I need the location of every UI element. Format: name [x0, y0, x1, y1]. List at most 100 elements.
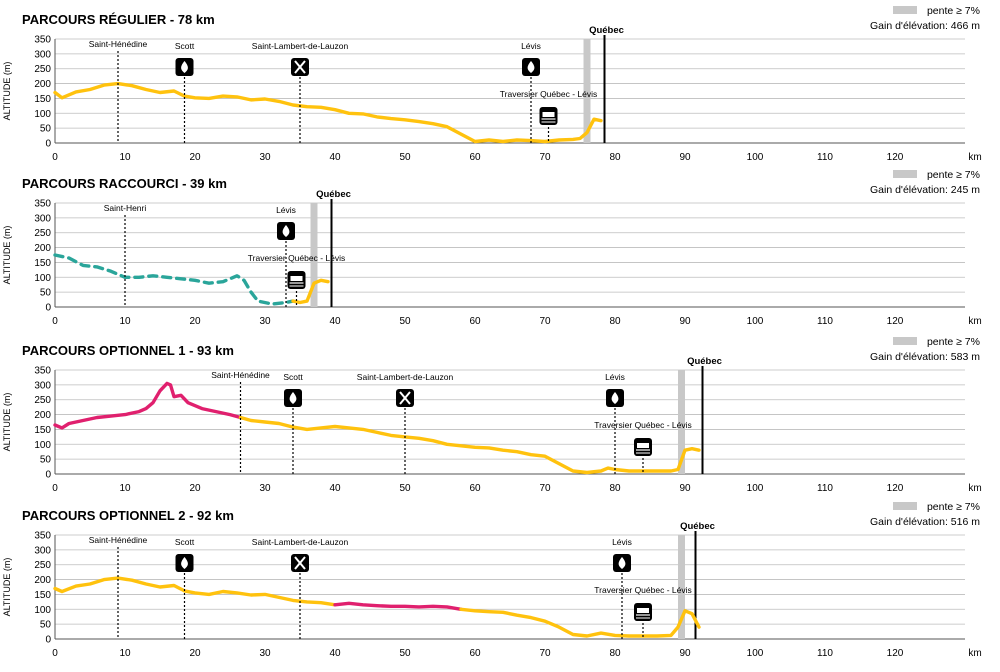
water-drop-icon: [522, 58, 540, 76]
y-axis-label: ALTITUDE (m): [2, 62, 12, 121]
x-tick-label: 110: [817, 648, 833, 659]
steep-zone-band: [310, 203, 318, 307]
x-tick-label: 40: [329, 152, 341, 163]
ferry-icon: [539, 107, 558, 125]
profile-panel-1: PARCOURS RÉGULIER - 78 km pente ≥ 7% Gain …: [2, 5, 982, 163]
water-drop-shape: [181, 557, 188, 569]
cutlery-icon: [291, 554, 309, 572]
y-tick-label: 300: [34, 49, 51, 60]
y-tick-label: 250: [34, 64, 51, 75]
x-tick-label: 70: [539, 152, 551, 163]
x-tick-label: 10: [119, 152, 131, 163]
panel-title: PARCOURS RÉGULIER - 78 km: [22, 12, 215, 27]
poi-label: Saint-Hénédine: [89, 39, 148, 49]
x-tick-label: 20: [189, 152, 201, 163]
elevation-gain: Gain d'élévation: 466 m: [870, 20, 980, 32]
elevation-series-hilly: [333, 601, 463, 611]
x-tick-label: 80: [609, 316, 621, 327]
water-drop-shape: [618, 557, 626, 569]
poi-label: Scott: [283, 372, 303, 382]
x-tick-label: 70: [539, 648, 551, 659]
x-tick-label: 60: [469, 648, 481, 659]
poi-label: Saint-Lambert-de-Lauzon: [252, 537, 349, 547]
x-tick-label: 30: [259, 648, 271, 659]
x-tick-label: 30: [259, 483, 271, 494]
water-drop-shape: [181, 61, 188, 73]
ferry-cabin-shape: [542, 112, 555, 117]
x-tick-label: 80: [609, 152, 621, 163]
x-tick-label: 100: [747, 648, 764, 659]
y-tick-label: 100: [34, 440, 51, 451]
y-tick-label: 250: [34, 228, 51, 239]
cutlery-icon: [291, 58, 309, 76]
legend-steep-swatch: [893, 502, 917, 510]
y-tick-label: 0: [45, 635, 51, 646]
x-tick-label: 120: [887, 152, 904, 163]
legend-steep-swatch: [893, 6, 917, 14]
elevation-series-flat: [459, 607, 701, 638]
y-tick-label: 350: [34, 366, 51, 377]
water-drop-icon: [175, 554, 194, 572]
panel-title: PARCOURS OPTIONNEL 1 - 93 km: [22, 343, 234, 358]
legend-steep-label: pente ≥ 7%: [927, 169, 980, 181]
water-drop-shape: [289, 392, 297, 404]
steep-zone-band: [583, 39, 591, 143]
x-tick-label: 40: [329, 483, 341, 494]
y-tick-label: 100: [34, 273, 51, 284]
elevation-gain: Gain d'élévation: 516 m: [870, 516, 980, 528]
x-tick-label: 0: [52, 648, 58, 659]
y-tick-label: 300: [34, 380, 51, 391]
x-tick-label: 50: [399, 152, 411, 163]
elevation-series-flat: [53, 576, 337, 607]
water-drop-icon: [613, 554, 631, 572]
elevation-gain: Gain d'élévation: 583 m: [870, 351, 980, 363]
poi-label: Saint-Hénédine: [89, 535, 148, 545]
elevation-series-shortcut: [53, 253, 295, 306]
x-tick-label: 90: [679, 483, 691, 494]
x-tick-label: 30: [259, 152, 271, 163]
x-tick-label: 20: [189, 483, 201, 494]
ferry-cabin-shape: [637, 608, 649, 613]
y-tick-label: 50: [40, 288, 52, 299]
poi-label: Traversier Québec - Lévis: [248, 253, 345, 263]
x-tick-label: 20: [189, 648, 201, 659]
x-tick-label: 0: [52, 483, 58, 494]
y-tick-label: 350: [34, 199, 51, 210]
x-tick-label: 30: [259, 316, 271, 327]
ferry-icon: [634, 438, 652, 456]
legend-steep-label: pente ≥ 7%: [927, 5, 980, 17]
x-tick-label: 50: [399, 648, 411, 659]
panel-title: PARCOURS OPTIONNEL 2 - 92 km: [22, 508, 234, 523]
y-tick-label: 200: [34, 575, 51, 586]
water-drop-shape: [282, 225, 290, 237]
poi-label: Traversier Québec - Lévis: [500, 89, 597, 99]
x-tick-label: 0: [52, 152, 58, 163]
ferry-cabin-shape: [290, 276, 303, 281]
finish-label: Québec: [316, 189, 351, 200]
knife-shape: [294, 60, 306, 74]
x-tick-label: 10: [119, 483, 131, 494]
steep-zone-band: [678, 535, 685, 639]
x-tick-label: 40: [329, 648, 341, 659]
poi-label: Lévis: [605, 372, 625, 382]
ferry-icon: [634, 603, 652, 621]
y-tick-label: 200: [34, 243, 51, 254]
x-tick-label: 70: [539, 483, 551, 494]
steep-zone-band: [678, 370, 685, 474]
y-tick-label: 0: [45, 470, 51, 481]
x-tick-label: 90: [679, 152, 691, 163]
x-tick-label: 60: [469, 483, 481, 494]
finish-label: Québec: [589, 25, 624, 36]
x-axis-unit: km: [968, 316, 981, 327]
y-tick-label: 150: [34, 590, 51, 601]
poi-label: Traversier Québec - Lévis: [594, 585, 691, 595]
knife-shape: [399, 391, 411, 405]
finish-label: Québec: [687, 356, 722, 367]
knife-shape: [294, 556, 306, 570]
profile-panel-3: PARCOURS OPTIONNEL 1 - 93 km pente ≥ 7% Ga…: [2, 336, 982, 494]
poi-label: Lévis: [521, 41, 541, 51]
x-tick-label: 110: [817, 316, 833, 327]
profile-panel-4: PARCOURS OPTIONNEL 2 - 92 km pente ≥ 7% Ga…: [2, 501, 982, 659]
